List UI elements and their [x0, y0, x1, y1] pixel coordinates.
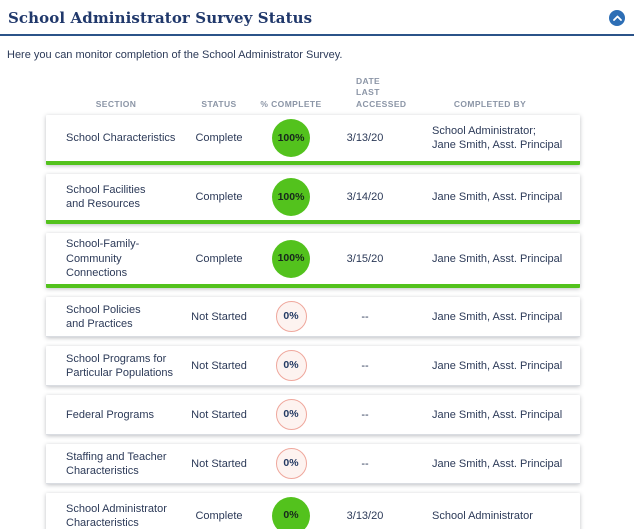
table-row: Federal Programs Not Started 0% -- Jane …	[46, 395, 580, 436]
section-cell: School Characteristics	[66, 132, 176, 145]
completed-by-cell: Jane Smith, Asst. Principal	[432, 359, 563, 372]
section-header-bar: School Administrator Survey Status	[0, 0, 634, 36]
column-header-date: DATE LAST ACCESSED	[356, 76, 407, 109]
status-cell: Complete	[195, 510, 243, 523]
column-header-completed: COMPLETED BY	[453, 98, 527, 109]
date-cell: 3/15/20	[346, 252, 384, 265]
status-cell: Complete	[195, 191, 243, 204]
completed-by-cell: Jane Smith, Asst. Principal	[432, 408, 563, 421]
percent-complete-badge: 0%	[275, 448, 307, 480]
chevron-up-icon	[612, 15, 622, 21]
survey-status-table: SECTION STATUS % COMPLETE DATE LAST ACCE…	[46, 76, 580, 529]
percent-complete-badge: 100%	[272, 178, 310, 217]
percent-complete-badge: 0%	[275, 301, 307, 333]
percent-complete-badge: 0%	[275, 350, 307, 382]
status-cell: Complete	[195, 132, 243, 145]
status-cell: Not Started	[191, 408, 247, 421]
intro-text: Here you can monitor completion of the S…	[7, 49, 343, 61]
percent-cell: 0%	[252, 301, 330, 333]
table-row: School-Family-Community Connections Comp…	[46, 233, 580, 289]
percent-cell: 100%	[252, 178, 330, 217]
percent-complete-badge: 0%	[275, 399, 307, 431]
table-row: Staffing and Teacher Characteristics Not…	[46, 444, 580, 485]
section-cell: School Programs for Particular Populatio…	[66, 352, 174, 379]
completed-by-cell: Jane Smith, Asst. Principal	[432, 457, 563, 470]
section-cell: School-Family-Community Connections	[66, 238, 140, 279]
percent-cell: 0%	[252, 399, 330, 431]
status-cell: Complete	[195, 252, 243, 265]
percent-cell: 0%	[252, 350, 330, 382]
percent-cell: 100%	[252, 119, 330, 158]
percent-cell: 100%	[252, 239, 330, 278]
percent-cell: 0%	[252, 497, 330, 529]
page-title: School Administrator Survey Status	[8, 9, 313, 27]
status-cell: Not Started	[191, 457, 247, 470]
table-header-row: SECTION STATUS % COMPLETE DATE LAST ACCE…	[46, 76, 580, 110]
column-header-status: STATUS	[201, 98, 237, 109]
table-row: School Characteristics Complete 100% 3/1…	[46, 115, 580, 166]
table-row: School Policies and Practices Not Starte…	[46, 297, 580, 338]
completed-by-cell: School Administrator; Jane Smith, Asst. …	[432, 125, 563, 152]
status-cell: Not Started	[191, 310, 247, 323]
table-row: School Facilities and Resources Complete…	[46, 174, 580, 225]
percent-cell: 0%	[252, 448, 330, 480]
date-cell: 3/14/20	[346, 191, 384, 204]
collapse-section-button[interactable]	[609, 10, 625, 26]
section-cell: School Facilities and Resources	[66, 184, 146, 211]
date-cell: 3/13/20	[346, 510, 384, 523]
section-cell: School Policies and Practices	[66, 303, 141, 330]
date-cell: --	[361, 310, 369, 323]
table-row: School Administrator Characteristics Com…	[46, 493, 580, 529]
date-cell: --	[361, 359, 369, 372]
column-header-percent: % COMPLETE	[260, 98, 322, 109]
section-cell: Federal Programs	[66, 408, 155, 421]
completed-by-cell: Jane Smith, Asst. Principal	[432, 310, 563, 323]
status-cell: Not Started	[191, 359, 247, 372]
column-header-section: SECTION	[95, 98, 137, 109]
percent-complete-badge: 0%	[272, 497, 310, 529]
completed-by-cell: Jane Smith, Asst. Principal	[432, 252, 563, 265]
date-cell: --	[361, 408, 369, 421]
percent-complete-badge: 100%	[272, 239, 310, 278]
percent-complete-badge: 100%	[272, 119, 310, 158]
date-cell: 3/13/20	[346, 132, 384, 145]
section-cell: School Administrator Characteristics	[66, 503, 167, 529]
table-row: School Programs for Particular Populatio…	[46, 346, 580, 387]
completed-by-cell: Jane Smith, Asst. Principal	[432, 191, 563, 204]
completed-by-cell: School Administrator	[432, 510, 533, 523]
section-cell: Staffing and Teacher Characteristics	[66, 450, 167, 477]
date-cell: --	[361, 457, 369, 470]
